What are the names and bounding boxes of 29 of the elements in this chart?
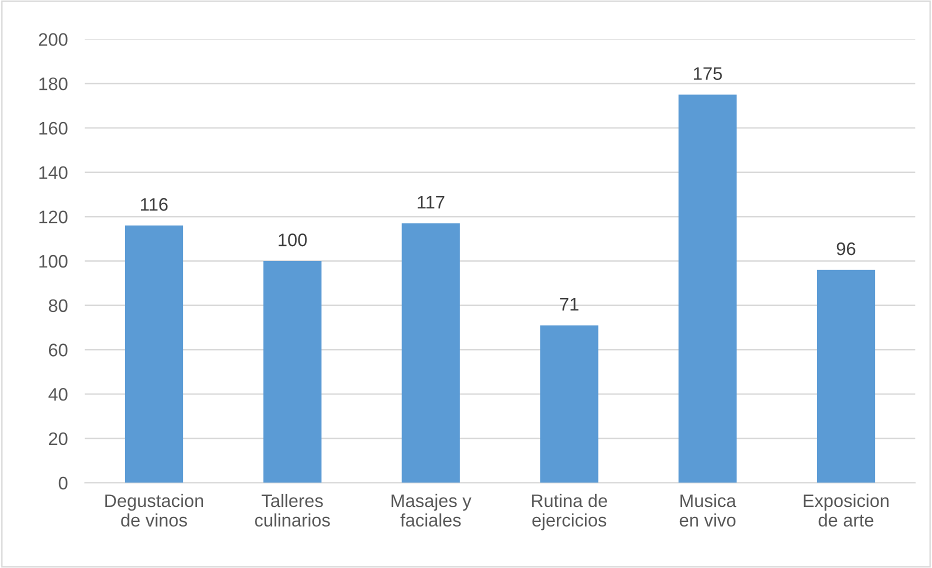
data-label: 117 — [418, 196, 444, 208]
y-tick-label: 60 — [48, 344, 68, 356]
y-tick-label: 160 — [39, 122, 68, 135]
bar — [124, 226, 184, 483]
x-tick-label: Degustacion de vinos — [105, 494, 204, 527]
data-label: 100 — [278, 234, 307, 246]
data-label: 71 — [560, 298, 578, 310]
y-tick-label: 140 — [39, 166, 68, 179]
y-tick-label: 40 — [48, 388, 68, 401]
bar — [816, 270, 876, 483]
x-tick-label: Talleres culinarios — [255, 494, 330, 527]
x-tick-label: Masajes y faciales — [392, 494, 472, 527]
y-tick-label: 100 — [39, 254, 68, 268]
x-tick-label: Exposicion de arte — [804, 494, 889, 527]
data-label: 175 — [694, 67, 722, 80]
x-tick-label: Musica en vivo — [680, 494, 736, 527]
data-label: 116 — [140, 198, 168, 211]
y-tick-label: 0 — [58, 476, 68, 490]
y-tick-label: 20 — [48, 432, 68, 446]
data-label: 96 — [836, 242, 856, 256]
bar — [540, 325, 598, 483]
x-tick-label: Rutina de ejercicios — [532, 494, 608, 530]
y-tick-label: 80 — [48, 299, 68, 312]
bar — [402, 223, 460, 483]
y-tick-label: 180 — [39, 77, 68, 90]
bar — [678, 94, 737, 483]
bar — [263, 260, 322, 483]
y-tick-label: 120 — [39, 210, 68, 224]
y-tick-label: 200 — [38, 33, 68, 46]
